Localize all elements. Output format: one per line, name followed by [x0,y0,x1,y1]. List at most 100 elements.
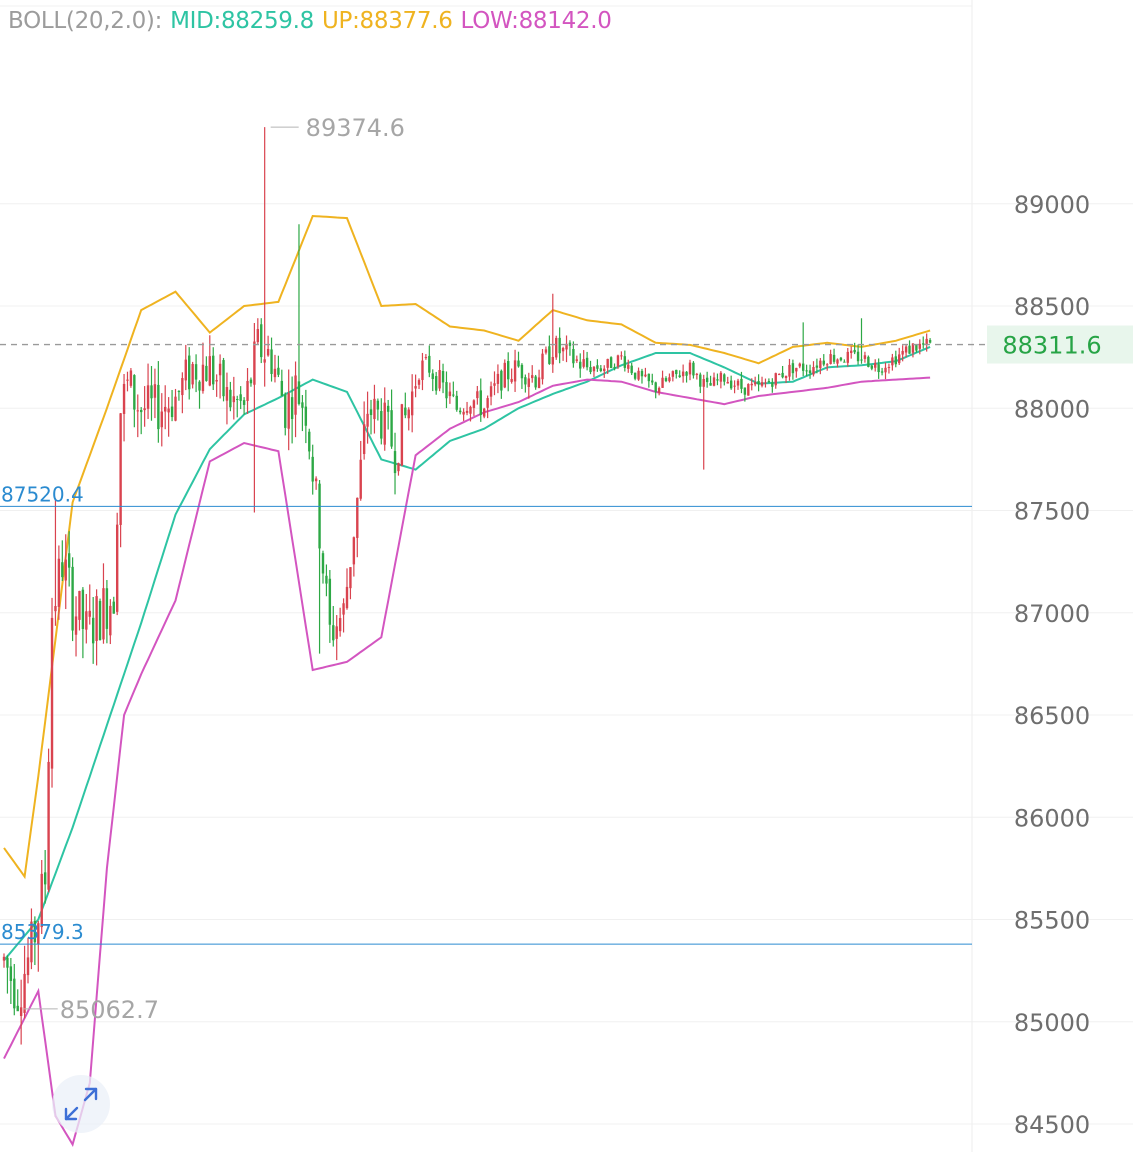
candle-body [702,379,705,387]
candle [30,908,33,970]
candle [441,363,445,394]
candle-body [856,351,860,362]
candle [774,372,777,389]
candle [678,370,681,378]
candle [98,598,102,641]
candle [328,569,332,643]
candle [640,368,644,384]
candle [500,369,503,399]
candle [469,405,472,422]
candle-body [688,362,692,375]
candle-body [410,391,414,416]
candle [743,387,747,402]
y-tick-label: 88500 [1014,293,1090,321]
candle [64,534,67,610]
candle-body [26,957,30,976]
candle [410,374,414,433]
candle-body [620,355,623,357]
candle [47,748,50,893]
candle-body [30,921,33,963]
candle [819,357,822,375]
candle-body [2,956,6,961]
candle [541,348,544,385]
candle-body [822,360,825,365]
candle [606,358,609,374]
candle [657,386,661,396]
candle-body [455,395,458,410]
candle-body [314,478,318,482]
candle [218,354,222,399]
candle [338,607,342,637]
candle-body [277,367,280,375]
candle [431,369,434,392]
candle-body [465,410,469,413]
candle-body [260,324,263,358]
candle [242,397,246,415]
candle-body [297,381,301,404]
candle [777,373,781,376]
expand-chart-button[interactable] [52,1075,110,1133]
candle [596,359,599,372]
candle [205,356,208,382]
candle-body [352,537,356,565]
candle [232,376,236,420]
candle-body [918,343,922,349]
candle [928,338,932,344]
candle-body [109,605,112,636]
y-tick-label: 86000 [1014,804,1090,832]
candle [784,375,788,384]
candle [362,401,366,460]
candle-body [898,354,901,364]
candle-body [729,380,733,389]
candle [493,371,496,396]
candle [647,373,651,388]
candle-body [719,372,723,382]
candle [750,378,753,391]
candle [311,444,314,495]
candle [633,372,637,381]
candle [376,398,380,421]
candle-body [404,407,407,416]
candle-body [212,355,215,385]
candle [465,401,469,416]
candle-body [256,329,260,343]
candle [335,615,338,661]
boll-up-value: UP:88377.6 [321,8,453,34]
candle [304,389,308,444]
candle-body [229,389,232,408]
candle-body [507,360,510,380]
candle [105,580,109,644]
candle [483,407,486,419]
candle-body [6,957,9,968]
candle-body [393,451,397,474]
candle [380,398,383,445]
candle-body [434,376,438,391]
candle [843,359,846,363]
candle [558,327,561,364]
candle [661,370,664,388]
candle-body [98,600,102,640]
candle [575,355,579,363]
candle-body [880,371,884,373]
candle-body [500,370,503,391]
candle [685,371,688,383]
chart-overlays: 87520.4 85379.3 89374.6 85062.7 [0,114,1133,1024]
candle [537,369,541,389]
candle-body [91,617,95,644]
candle [249,377,253,387]
candle [719,371,723,389]
candle-body [901,350,904,355]
candle-body [798,363,801,367]
candle-body [74,616,78,635]
candle-body [177,391,181,393]
candle [174,388,177,422]
candle [582,350,585,369]
candle [805,364,808,377]
candle [458,407,462,415]
candle-body [469,406,472,414]
candle-body [414,386,417,389]
candle [215,374,218,397]
candle-body [397,463,400,472]
candle [133,374,136,428]
